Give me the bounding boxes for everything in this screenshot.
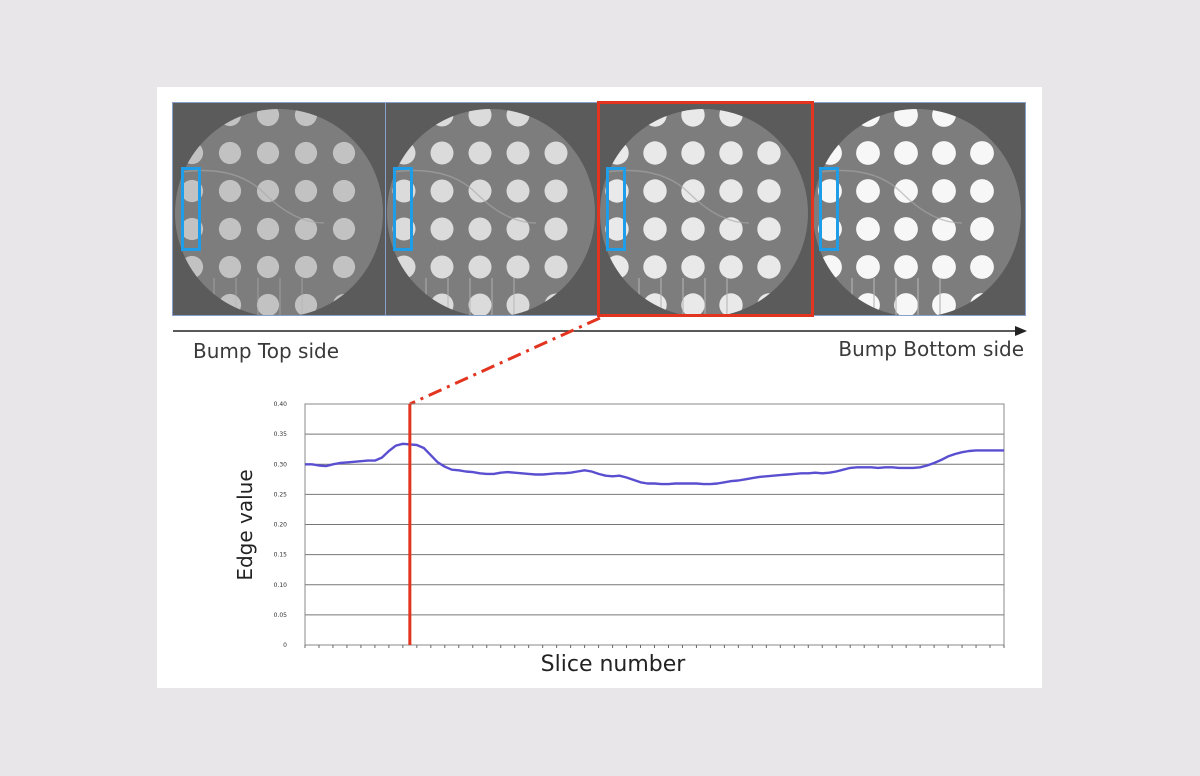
y-tick-label: 0.20 xyxy=(274,522,288,529)
slice-divider xyxy=(385,103,386,315)
y-axis-label: Edge value xyxy=(233,469,257,580)
edge-region-box-2 xyxy=(393,167,413,251)
ct-slice-3 xyxy=(599,103,810,315)
x-tick-marks xyxy=(304,645,1005,648)
edge-region-box-4 xyxy=(819,167,839,251)
x-axis-label: Slice number xyxy=(541,652,687,677)
bump-top-label: Bump Top side xyxy=(193,339,340,363)
y-tick-label: 0.40 xyxy=(274,401,288,408)
y-tick-label: 0.05 xyxy=(274,612,288,619)
y-tick-label: 0.10 xyxy=(274,582,288,589)
leader-line xyxy=(409,316,601,406)
y-tick-label: 0.35 xyxy=(274,431,288,438)
y-tick-label: 0.25 xyxy=(274,491,288,498)
y-tick-label: 0 xyxy=(283,642,287,649)
edge-region-box-3 xyxy=(606,167,626,251)
ct-slice-2 xyxy=(386,103,597,315)
y-tick-label: 0.30 xyxy=(274,461,288,468)
ct-slice-4 xyxy=(812,103,1023,315)
selected-slice-highlight xyxy=(597,101,814,317)
edge-value-series-line xyxy=(305,442,1004,486)
bump-bottom-label: Bump Bottom side xyxy=(838,337,1024,361)
edge-region-box-1 xyxy=(181,167,201,251)
ct-slice-1 xyxy=(174,103,385,315)
y-tick-label: 0.15 xyxy=(274,552,288,559)
depth-arrow xyxy=(173,326,1027,336)
y-tick-labels: 0 0.05 0.10 0.15 0.20 0.25 0.30 0.35 0.40 xyxy=(274,401,288,649)
